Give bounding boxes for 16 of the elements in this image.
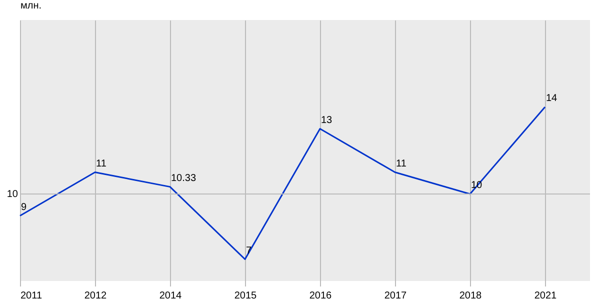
y-axis-title: млн. (20, 0, 42, 12)
x-tick-label: 2021 (534, 290, 558, 300)
data-label: 11 (96, 158, 107, 170)
ref-line-label: 10 (6, 189, 18, 200)
data-label: 13 (321, 114, 333, 126)
x-tick-label: 2018 (459, 290, 482, 300)
data-label: 14 (546, 93, 558, 104)
x-tick-label: 2016 (309, 290, 332, 300)
x-tick-label: 2015 (234, 290, 258, 300)
data-label: 11 (396, 158, 407, 170)
x-tick-label: 2017 (384, 290, 408, 300)
data-label: 9 (21, 202, 27, 213)
x-tick-label: 2011 (20, 290, 42, 300)
data-label: 10.33 (171, 172, 196, 184)
x-tick-label: 2014 (159, 290, 182, 300)
x-tick-label: 2012 (84, 290, 108, 300)
